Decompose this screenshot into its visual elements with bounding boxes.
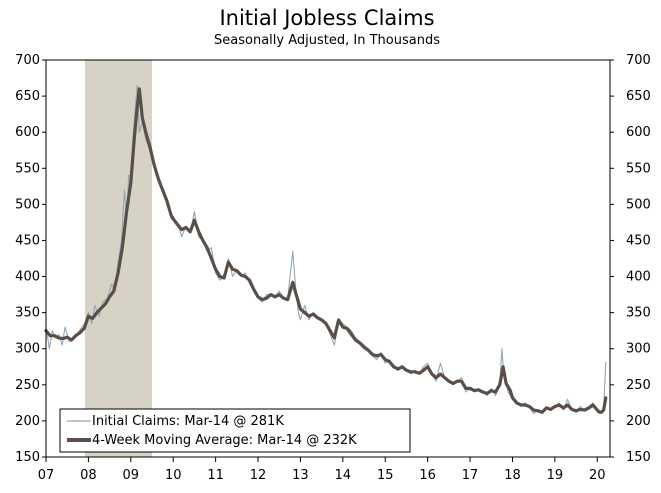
series-group (44, 84, 608, 415)
y-tick-label-right: 300 (626, 342, 651, 357)
y-tick-label-left: 250 (15, 378, 40, 393)
x-tick-label: 19 (547, 468, 564, 483)
y-tick-label-right: 200 (626, 414, 651, 429)
y-axis-left: 150 200 250 300 350 400 450 500 550 600 650 700 (15, 53, 46, 465)
x-tick-label: 17 (462, 468, 479, 483)
y-tick-label-right: 250 (626, 378, 651, 393)
y-tick-label-right: 350 (626, 306, 651, 321)
moving-average-line (44, 87, 608, 414)
y-tick-label-left: 500 (15, 197, 40, 212)
y-tick-label-right: 450 (626, 233, 651, 248)
legend-box (59, 408, 411, 453)
chart-subtitle: Seasonally Adjusted, In Thousands (214, 33, 440, 48)
y-tick-label-left: 400 (15, 270, 40, 285)
x-axis: 07 08 09 10 11 12 13 14 15 16 17 18 19 20 (38, 457, 606, 483)
y-tick-label-right: 500 (626, 197, 651, 212)
legend-label-initial-claims: Initial Claims: Mar-14 @ 281K (92, 414, 284, 429)
x-tick-label: 11 (207, 468, 224, 483)
y-tick-label-left: 550 (15, 161, 40, 176)
y-tick-label-right: 150 (626, 450, 651, 465)
chart-title: Initial Jobless Claims (219, 6, 434, 30)
x-tick-label: 08 (80, 468, 97, 483)
x-tick-label: 14 (335, 468, 352, 483)
y-tick-label-left: 600 (15, 125, 40, 140)
y-tick-label-right: 650 (626, 89, 651, 104)
legend-label-moving-average: 4-Week Moving Average: Mar-14 @ 232K (92, 433, 357, 448)
x-tick-label: 12 (250, 468, 267, 483)
y-tick-label-left: 650 (15, 89, 40, 104)
x-tick-label: 18 (504, 468, 521, 483)
y-tick-label-right: 600 (626, 125, 651, 140)
x-tick-label: 20 (589, 468, 606, 483)
x-tick-label: 10 (165, 468, 182, 483)
x-tick-label: 07 (38, 468, 55, 483)
x-tick-label: 09 (123, 468, 140, 483)
x-tick-label: 15 (377, 468, 394, 483)
y-tick-label-right: 550 (626, 161, 651, 176)
y-axis-right: 150 200 250 300 350 400 450 500 550 600 650 700 (610, 53, 651, 465)
y-tick-label-left: 200 (15, 414, 40, 429)
legend: Initial Claims: Mar-14 @ 281K 4-Week Mov… (59, 408, 411, 453)
x-tick-label: 13 (292, 468, 309, 483)
x-tick-label: 16 (419, 468, 436, 483)
y-tick-label-right: 700 (626, 53, 651, 68)
y-tick-label-left: 350 (15, 306, 40, 321)
plot-frame (45, 59, 611, 458)
y-tick-label-left: 700 (15, 53, 40, 68)
plot-area (44, 59, 611, 458)
y-tick-label-left: 450 (15, 233, 40, 248)
y-tick-label-right: 400 (626, 270, 651, 285)
y-tick-label-left: 300 (15, 342, 40, 357)
y-tick-label-left: 150 (15, 450, 40, 465)
